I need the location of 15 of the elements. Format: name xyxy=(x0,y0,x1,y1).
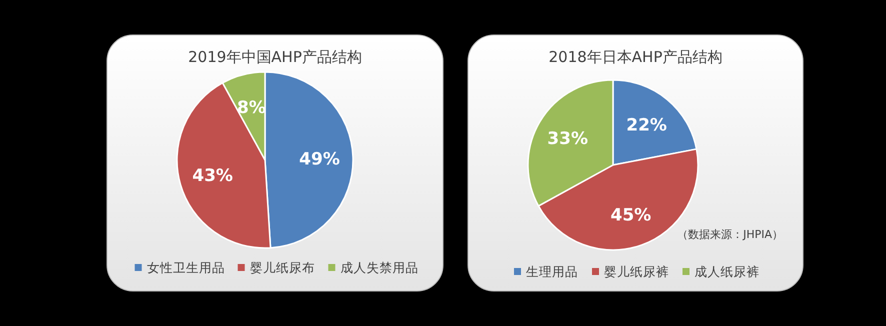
chart-title: 2019年中国AHP产品结构 xyxy=(188,48,362,66)
data-label: 43% xyxy=(192,166,233,186)
data-label: 49% xyxy=(299,149,340,170)
legend-label: 婴儿纸尿裤 xyxy=(604,264,669,279)
chart-title: 2018年日本AHP产品结构 xyxy=(548,48,722,66)
data-label: 45% xyxy=(610,206,652,226)
text: （数据来源：JHPIA） xyxy=(677,228,783,241)
legend-label: 婴儿纸尿布 xyxy=(250,260,315,275)
data-label: 8% xyxy=(236,98,266,118)
legend-label: 成人失禁用品 xyxy=(340,260,418,275)
legend-label: 生理用品 xyxy=(526,264,578,279)
data-label: 33% xyxy=(547,129,588,150)
legend-label: 女性卫生用品 xyxy=(146,260,225,275)
legend-label: 成人纸尿裤 xyxy=(694,264,760,279)
data-label: 22% xyxy=(626,115,667,136)
